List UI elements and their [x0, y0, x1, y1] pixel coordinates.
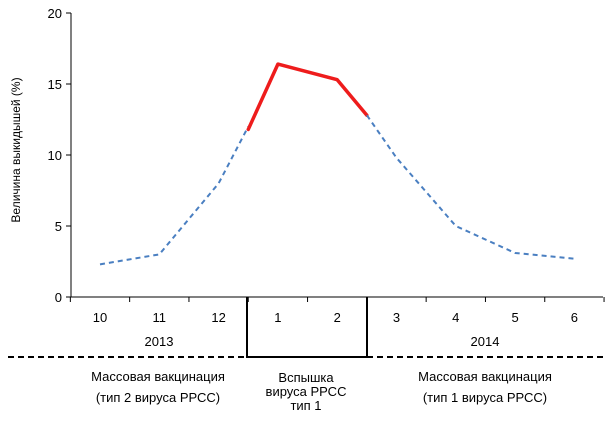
series-line-1	[246, 62, 369, 132]
year-label-2013: 2013	[145, 334, 174, 349]
x-tick-label: 12	[211, 310, 225, 325]
x-tick-label: 6	[571, 310, 578, 325]
y-tick-label: 0	[55, 290, 62, 305]
y-tick-label: 20	[48, 6, 62, 21]
x-tick-label: 3	[393, 310, 400, 325]
period-label-vaccination-type2-line2: (тип 2 вируса РРСС)	[96, 390, 220, 405]
x-tick-label: 2	[334, 310, 341, 325]
x-tick-label: 10	[93, 310, 107, 325]
x-tick-label: 5	[511, 310, 518, 325]
x-tick-label: 1	[274, 310, 281, 325]
series-line-2	[366, 114, 575, 260]
y-axis-title: Величина выкидышей (%)	[9, 77, 23, 222]
x-tick-label: 11	[153, 310, 167, 325]
y-tick-label: 15	[48, 77, 62, 92]
x-ticks: 10 11 12 1 2 3 4 5 6	[69, 297, 605, 325]
data-series	[99, 62, 575, 266]
period-label-vaccination-type2-line1: Массовая вакцинация	[91, 369, 225, 384]
period-label-outbreak-line2: вируса РРСС	[266, 384, 347, 399]
series-line-0	[99, 126, 250, 266]
x-tick-label: 4	[452, 310, 459, 325]
period-label-vaccination-type1-line1: Массовая вакцинация	[418, 369, 552, 384]
period-label-outbreak-line3: тип 1	[290, 398, 321, 413]
y-ticks: 0 5 10 15 20	[48, 6, 71, 305]
period-label-outbreak-line1: Вспышка	[278, 370, 334, 385]
period-label-vaccination-type1-line2: (тип 1 вируса РРСС)	[423, 390, 547, 405]
y-tick-label: 5	[55, 219, 62, 234]
year-label-2014: 2014	[471, 334, 500, 349]
y-tick-label: 10	[48, 148, 62, 163]
